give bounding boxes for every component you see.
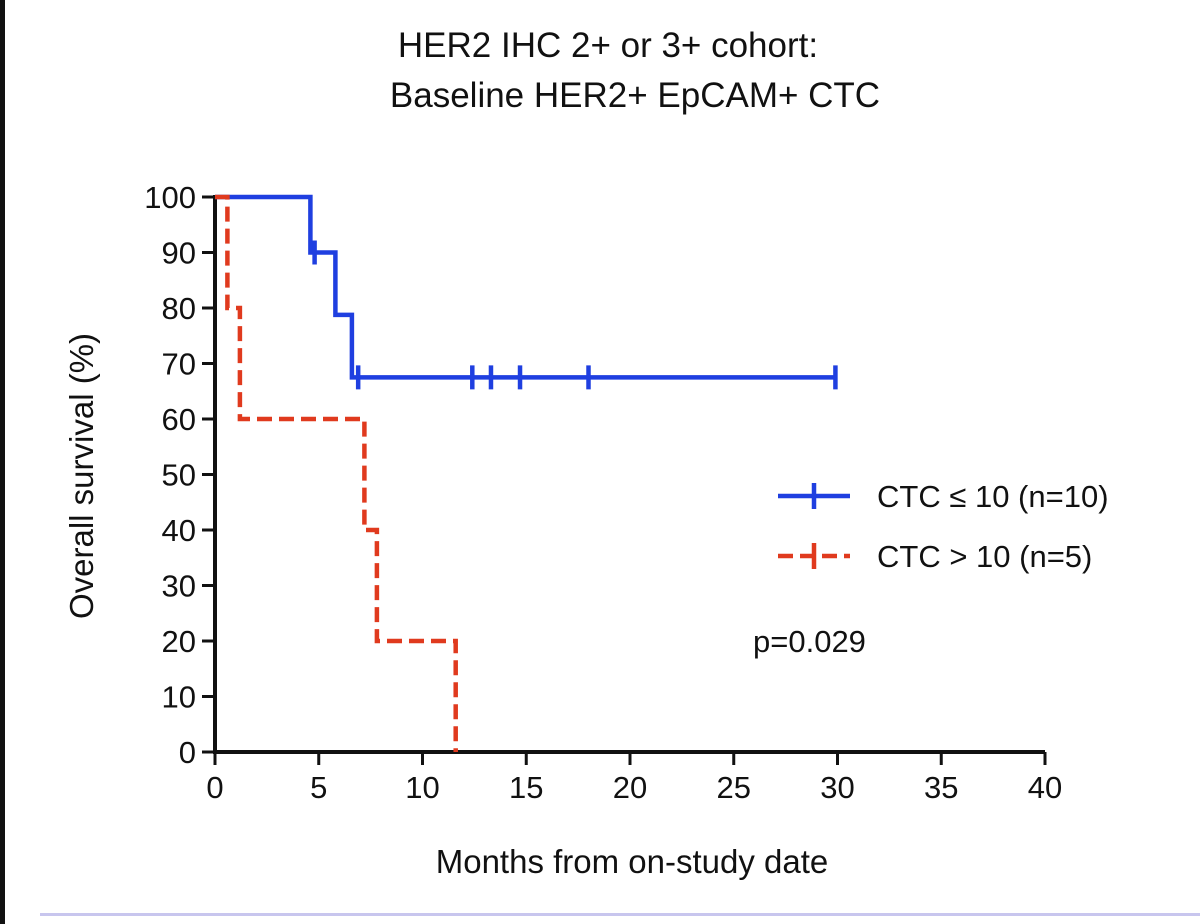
y-tick-label: 30 [162, 569, 196, 604]
y-tick-label: 80 [162, 291, 196, 326]
x-tick-label: 15 [509, 770, 543, 805]
y-tick-label: 70 [162, 347, 196, 382]
left-border-rule [0, 0, 5, 924]
y-tick-label: 20 [162, 624, 196, 659]
bottom-border-rule [40, 913, 1200, 916]
series-layer [215, 194, 838, 752]
x-tick-label: 25 [717, 770, 751, 805]
p-value-annotation: p=0.029 [753, 624, 866, 659]
legend-label-2: CTC > 10 (n=5) [877, 539, 1092, 574]
series-line-1 [215, 194, 836, 380]
y-tick-label: 10 [162, 680, 196, 715]
x-tick-label: 0 [206, 770, 223, 805]
legend-label-1: CTC ≤ 10 (n=10) [877, 479, 1109, 514]
y-tick-label: 40 [162, 513, 196, 548]
x-tick-label: 35 [924, 770, 958, 805]
axes: 0 10 20 30 40 50 60 70 80 90 100 0 5 10 15 20 25 30 35 40 [144, 180, 1062, 805]
chart-title-line-1: HER2 IHC 2+ or 3+ cohort: [398, 26, 818, 65]
y-tick-label: 60 [162, 402, 196, 437]
x-tick-label: 20 [613, 770, 647, 805]
x-tick-label: 5 [310, 770, 327, 805]
chart-title-line-2: Baseline HER2+ EpCAM+ CTC [390, 76, 880, 115]
y-tick-label: 90 [162, 236, 196, 271]
x-tick-label: 30 [820, 770, 854, 805]
x-tick-label: 40 [1028, 770, 1062, 805]
x-tick-label: 10 [405, 770, 439, 805]
y-tick-label: 50 [162, 458, 196, 493]
y-axis-label: Overall survival (%) [63, 333, 100, 619]
x-axis-label: Months from on-study date [436, 843, 829, 880]
y-tick-label: 100 [144, 180, 196, 215]
legend: CTC ≤ 10 (n=10) CTC > 10 (n=5) [778, 479, 1109, 574]
y-tick-label: 0 [179, 735, 196, 770]
